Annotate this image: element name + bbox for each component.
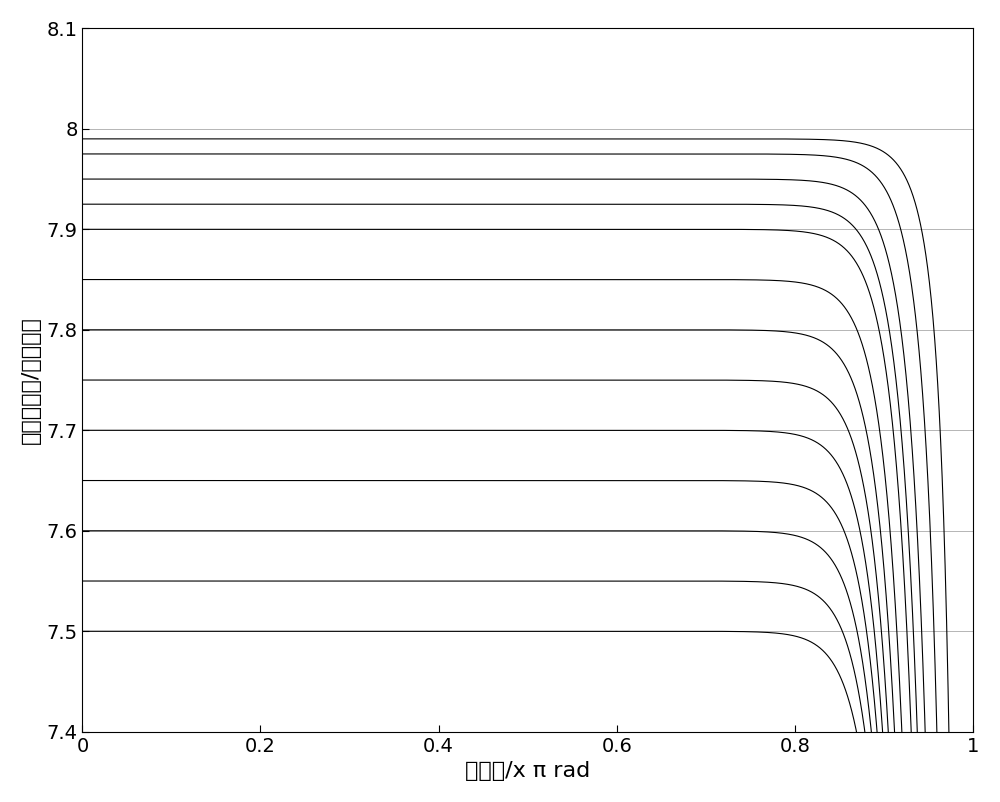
X-axis label: 角频率/x π rad: 角频率/x π rad [465, 761, 590, 781]
Y-axis label: 群延迟响应/采样间隔: 群延迟响应/采样间隔 [21, 316, 41, 444]
